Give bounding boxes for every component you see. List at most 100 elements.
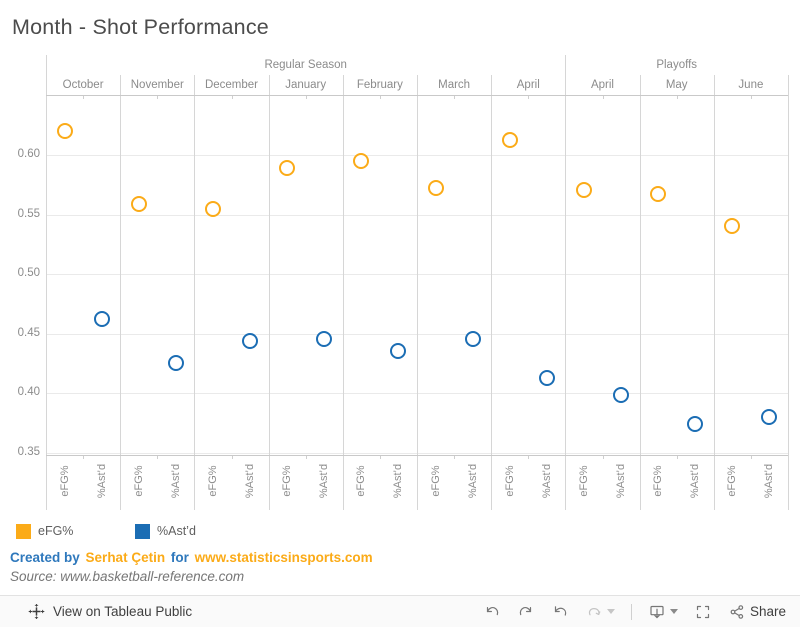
legend-item-efg[interactable]: eFG% [16,524,73,539]
axis-tick [157,95,159,99]
undo-button[interactable] [483,603,501,621]
axis-tick [379,455,381,459]
credit-author: Serhat Çetin [85,550,166,565]
y-axis-tick-label: 0.60 [17,148,40,160]
series-axis-label: %Ast’d [169,463,182,499]
series-axis-label: %Ast’d [763,463,776,499]
data-point-astd[interactable] [761,408,778,425]
column-separator [120,75,122,510]
data-point-astd[interactable] [613,387,630,404]
data-point-astd[interactable] [538,369,555,386]
axis-tick [157,455,159,459]
series-axis-label: eFG% [577,465,590,497]
share-label: Share [749,604,786,619]
series-axis-label: eFG% [132,465,145,497]
data-point-astd[interactable] [464,331,481,348]
data-point-efg[interactable] [724,218,741,235]
replay-caret-icon [606,609,615,614]
series-axis-label: %Ast’d [466,463,479,499]
data-point-astd[interactable] [687,415,704,432]
axis-tick [454,95,456,99]
axis-tick [83,95,85,99]
series-axis-label: %Ast’d [318,463,331,499]
legend-item-astd[interactable]: %Ast’d [135,524,196,539]
y-axis-tick-label: 0.55 [17,207,40,220]
fullscreen-button[interactable] [694,603,712,621]
download-button[interactable] [648,603,678,621]
data-point-efg[interactable] [353,152,370,169]
efg-legend-swatch [16,524,31,539]
month-header[interactable]: February [356,79,403,91]
axis-tick [676,455,678,459]
data-point-efg[interactable] [56,123,73,140]
data-point-efg[interactable] [427,180,444,197]
group-divider [565,55,567,510]
month-header[interactable]: April [516,79,540,91]
series-axis-label: %Ast’d [689,463,702,499]
axis-tick [676,95,678,99]
undo-icon [486,606,499,615]
axis-tick [231,95,233,99]
replay-button[interactable] [585,603,615,621]
axis-tick [602,455,604,459]
month-header[interactable]: March [438,79,471,91]
series-axis-label: %Ast’d [95,463,108,499]
axis-tick [750,95,752,99]
download-icon [650,605,664,618]
data-point-efg[interactable] [575,181,592,198]
axis-tick [83,455,85,459]
series-axis-label: %Ast’d [540,463,553,499]
month-header[interactable]: January [285,79,327,91]
data-point-efg[interactable] [130,195,147,212]
data-point-efg[interactable] [650,186,667,203]
month-header[interactable]: April [590,79,614,91]
data-point-efg[interactable] [501,131,518,148]
series-axis-label: %Ast’d [244,463,257,499]
month-header[interactable]: December [204,79,259,91]
redo-button[interactable] [517,603,535,621]
month-header[interactable]: May [665,79,688,91]
group-header[interactable]: Playoffs [656,59,698,71]
data-point-astd[interactable] [167,355,184,372]
share-icon [730,604,744,619]
data-point-astd[interactable] [390,343,407,360]
fullscreen-icon [696,605,710,618]
source-line: Source: www.basketball-reference.com [10,569,245,584]
credit-site-link[interactable]: www.statisticsinsports.com [194,550,373,565]
month-header[interactable]: October [62,79,104,91]
astd-legend-label: %Ast’d [157,524,196,538]
series-axis-label: eFG% [281,465,294,497]
share-button[interactable]: Share [728,603,786,621]
view-on-tableau-public-link[interactable]: View on Tableau Public [28,596,192,627]
axis-tick [305,95,307,99]
month-header[interactable]: November [130,79,184,91]
data-point-astd[interactable] [242,332,259,349]
group-header[interactable]: Regular Season [264,59,347,71]
series-axis-label: eFG% [652,465,665,497]
axis-tick [602,95,604,99]
series-axis-label: %Ast’d [392,463,405,499]
column-separator [342,75,344,510]
tableau-toolbar: View on Tableau Public [0,595,800,627]
series-axis-label: eFG% [58,465,71,497]
data-point-efg[interactable] [279,160,296,177]
data-point-efg[interactable] [204,200,221,217]
view-on-tableau-public-label: View on Tableau Public [53,604,193,619]
data-point-astd[interactable] [93,311,110,328]
axis-tick [528,95,530,99]
group-divider [46,55,47,510]
axis-tick [454,455,456,459]
toolbar-divider [630,603,632,620]
column-separator [268,75,270,510]
series-axis-label: eFG% [429,465,442,497]
efg-legend-label: eFG% [38,524,74,538]
series-axis-label: %Ast’d [615,463,628,499]
column-separator [194,75,196,510]
series-axis-label: eFG% [503,465,516,497]
shot-performance-chart: 0.60 0.55 0.50 0.45 0.40 0.35 Regular Season Pl… [17,55,789,510]
data-point-astd[interactable] [316,331,333,348]
month-header[interactable]: June [738,79,764,91]
reset-icon [554,605,567,616]
reset-button[interactable] [551,603,569,621]
